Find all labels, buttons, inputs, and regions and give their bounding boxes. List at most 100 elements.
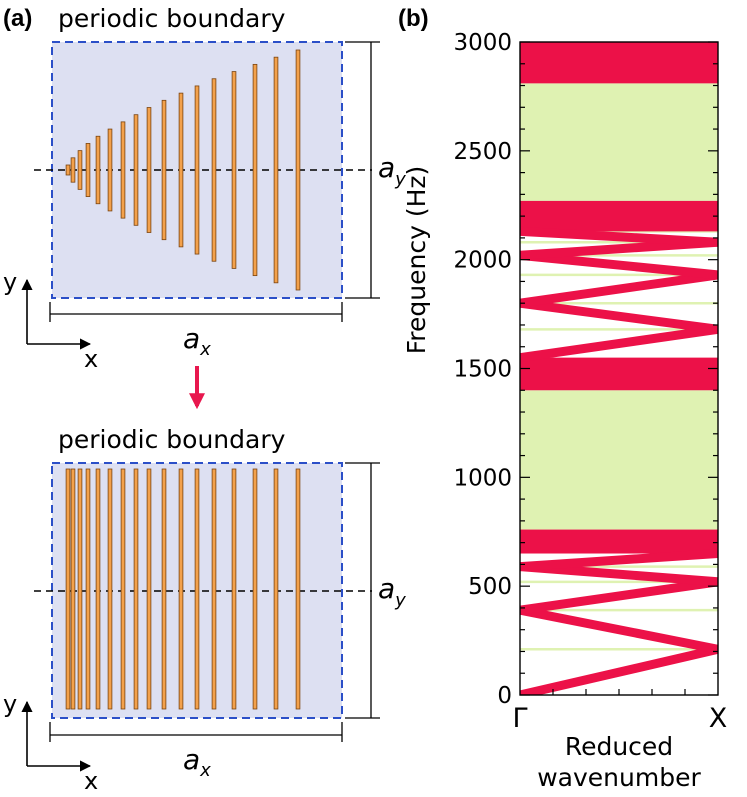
- bottom-ay-symbol: a: [378, 572, 395, 605]
- tapered-bar: [107, 128, 113, 212]
- y-tick-label: 1000: [453, 465, 512, 491]
- bottom-ax-symbol: a: [183, 743, 200, 776]
- uniform-bar: [252, 468, 258, 710]
- tapered-bar: [65, 164, 71, 176]
- dense-band-region: [520, 200, 718, 232]
- band-gap-region: [520, 83, 718, 201]
- y-tick-label: 0: [497, 683, 512, 709]
- tapered-bar: [85, 143, 91, 197]
- x-tick-label: X: [709, 703, 728, 734]
- top-bar-array: [65, 49, 301, 291]
- tapered-bar: [161, 99, 167, 241]
- top-ax-symbol: a: [183, 322, 200, 355]
- dispersion-branch-layer: [520, 226, 718, 695]
- bottom-coordinate-axes: y x: [3, 690, 98, 795]
- top-ax-subscript: x: [199, 339, 211, 360]
- bottom-unit-cell: periodic boundary ay ax y x: [3, 425, 406, 795]
- top-y-axis-label: y: [3, 268, 17, 296]
- svg-text:ax: ax: [183, 743, 211, 781]
- svg-text:ax: ax: [183, 322, 211, 360]
- dispersion-branch: [520, 250, 718, 280]
- y-axis-title: Frequency (Hz): [402, 166, 431, 355]
- uniform-bar: [95, 468, 101, 710]
- top-ay-subscript: y: [394, 169, 406, 190]
- dispersion-branch: [520, 226, 718, 247]
- tapered-bar: [231, 71, 237, 269]
- uniform-bar: [161, 468, 167, 710]
- top-ay-symbol: a: [378, 151, 395, 184]
- uniform-bar: [273, 468, 279, 710]
- top-coordinate-axes: y x: [3, 268, 98, 373]
- bottom-y-axis-label: y: [3, 690, 17, 718]
- dense-band-region: [520, 357, 718, 391]
- top-cell-title: periodic boundary: [58, 4, 286, 33]
- dense-band-region: [520, 529, 718, 554]
- bottom-bar-array: [65, 468, 301, 710]
- uniform-bar: [295, 468, 301, 710]
- tapered-bar: [295, 49, 301, 291]
- dispersion-branch: [520, 605, 718, 654]
- uniform-bar: [211, 468, 217, 710]
- tapered-bar: [252, 63, 258, 277]
- tapered-bar: [194, 85, 200, 255]
- uniform-bar: [65, 468, 71, 710]
- tapered-bar: [211, 78, 217, 262]
- bottom-x-axis-label: x: [84, 767, 98, 795]
- y-tick-label: 500: [468, 574, 512, 600]
- dispersion-branch: [520, 324, 718, 363]
- tapered-bar: [70, 157, 76, 183]
- tapered-bar: [77, 150, 83, 190]
- dispersion-branch: [520, 577, 718, 615]
- tapered-bar: [120, 121, 126, 219]
- uniform-bar: [231, 468, 237, 710]
- uniform-bar: [146, 468, 152, 710]
- tapered-bar: [133, 114, 139, 226]
- band-gap-layer: [520, 83, 718, 530]
- uniform-bar: [77, 468, 83, 710]
- top-unit-cell: periodic boundary ay ax y x: [3, 4, 406, 373]
- x-axis-title-line1: Reduced: [565, 732, 673, 761]
- plot-area: [520, 42, 718, 695]
- y-tick-label: 2500: [453, 139, 512, 165]
- axis-ticks: [520, 41, 718, 696]
- tapered-bar: [146, 107, 152, 233]
- uniform-bar: [194, 468, 200, 710]
- x-tick-label: Γ: [512, 703, 527, 734]
- panel-b-label: (b): [398, 5, 429, 32]
- y-tick-label: 3000: [453, 30, 512, 56]
- svg-text:ay: ay: [378, 572, 406, 611]
- dispersion-branch: [520, 644, 718, 695]
- bottom-dim-ax: ax: [49, 722, 343, 781]
- uniform-bar: [70, 468, 76, 710]
- uniform-bar: [133, 468, 139, 710]
- top-dim-ay: ay: [345, 41, 406, 299]
- uniform-bar: [85, 468, 91, 710]
- band-gap-region: [520, 390, 718, 530]
- bottom-dim-ay: ay: [345, 462, 406, 719]
- dispersion-branch: [520, 562, 718, 587]
- dispersion-branch: [520, 298, 718, 334]
- x-axis-title-line2: wavenumber: [537, 763, 701, 792]
- tapered-bar: [178, 92, 184, 248]
- uniform-bar: [120, 468, 126, 710]
- bottom-cell-title: periodic boundary: [58, 425, 286, 454]
- bottom-ay-subscript: y: [394, 590, 406, 611]
- top-dim-ax: ax: [49, 302, 343, 360]
- uniform-bar: [178, 468, 184, 710]
- panel-a-label: (a): [3, 5, 32, 32]
- dense-band-region: [520, 42, 718, 84]
- tapered-bar: [273, 56, 279, 284]
- bottom-ax-subscript: x: [199, 760, 211, 781]
- dispersion-branch: [520, 270, 718, 308]
- y-tick-labels: 0 500 1000 1500 2000 2500 3000: [453, 30, 512, 709]
- dispersion-branch: [520, 549, 718, 572]
- y-tick-label: 1500: [453, 357, 512, 383]
- dense-band-layer: [520, 42, 718, 554]
- uniform-bar: [107, 468, 113, 710]
- y-tick-label: 2000: [453, 248, 512, 274]
- top-x-axis-label: x: [84, 345, 98, 373]
- svg-text:ay: ay: [378, 151, 406, 190]
